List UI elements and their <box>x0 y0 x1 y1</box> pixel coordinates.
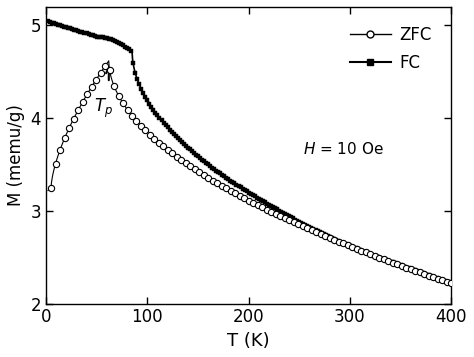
X-axis label: T (K): T (K) <box>228 332 270 350</box>
Y-axis label: M (memu/g): M (memu/g) <box>7 104 25 206</box>
Text: $T_p$: $T_p$ <box>94 97 113 120</box>
Legend: ZFC, FC: ZFC, FC <box>345 21 437 77</box>
Text: $H$ = 10 Oe: $H$ = 10 Oe <box>303 141 384 157</box>
